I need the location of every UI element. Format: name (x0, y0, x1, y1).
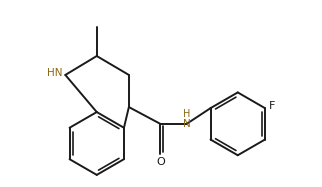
Text: HN: HN (47, 68, 62, 78)
Text: O: O (156, 157, 165, 167)
Text: F: F (269, 101, 276, 111)
Text: N: N (183, 119, 191, 129)
Text: H: H (183, 109, 190, 119)
